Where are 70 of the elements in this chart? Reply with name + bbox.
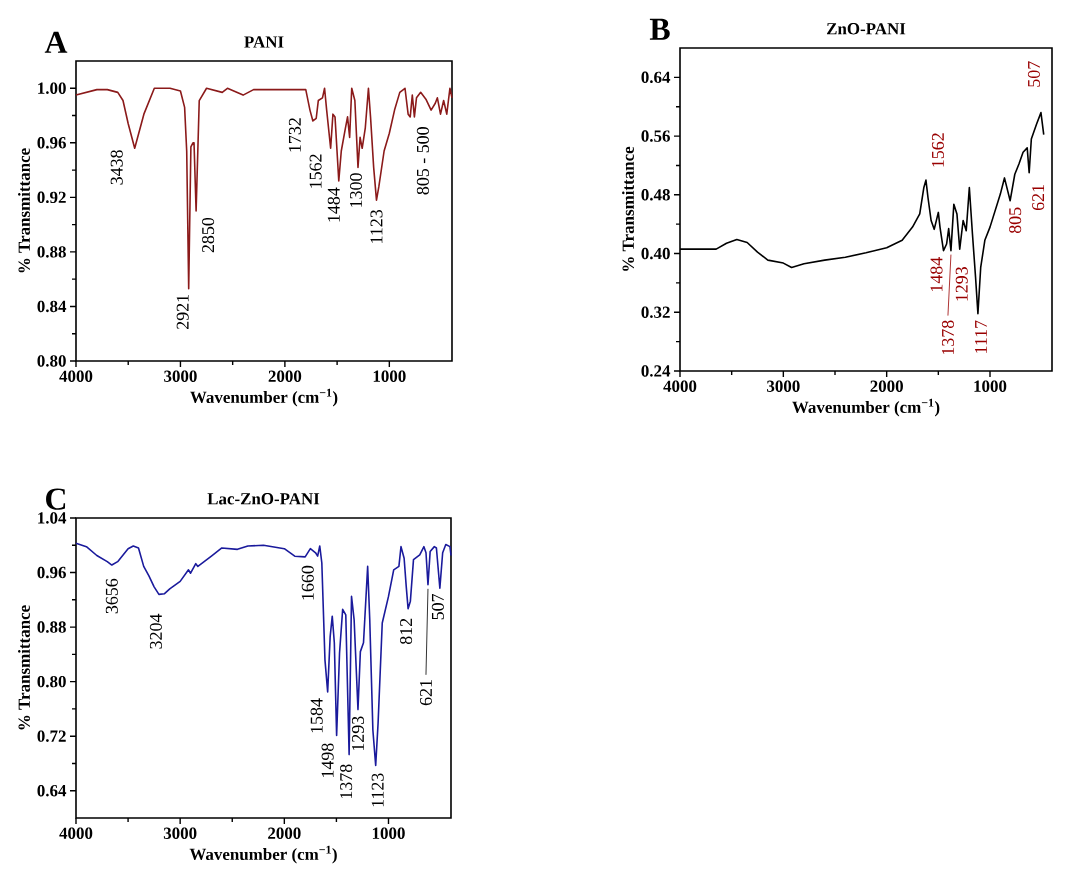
- annotation: 1484: [930, 257, 943, 292]
- y-tick-label: 0.96: [37, 566, 66, 579]
- annotation: 1300: [349, 173, 363, 207]
- x-tick-label: 4000: [59, 370, 93, 382]
- annotation: 1123: [371, 773, 384, 807]
- x-tick-label: 2000: [268, 370, 302, 382]
- y-tick-label: 0.32: [641, 306, 670, 319]
- chart-title: PANI: [244, 36, 284, 48]
- text: A: [44, 31, 68, 53]
- annotation: 1378: [340, 764, 353, 799]
- y-tick-label: 1.00: [38, 82, 66, 95]
- x-tick-label: 2000: [268, 827, 301, 839]
- chart-title: Lac-ZnO-PANI: [207, 493, 320, 505]
- y-tick-label: 0.56: [641, 130, 670, 142]
- annotation: 1732: [288, 118, 301, 152]
- x-tick-label: 3000: [164, 370, 197, 382]
- y-tick-label: 0.72: [37, 730, 66, 742]
- annotation: 1660: [301, 565, 314, 600]
- annotation: 1562: [309, 154, 322, 188]
- annotation: 1498: [321, 743, 334, 777]
- y-axis-title: % Transmittance: [622, 146, 634, 271]
- annotation: 1378: [941, 320, 954, 355]
- y-tick-label: 0.92: [37, 191, 66, 204]
- annotation: 621: [1032, 185, 1045, 211]
- annotation: 2850: [202, 217, 215, 253]
- y-tick-label: 0.84: [37, 300, 67, 313]
- y-tick-label: 0.64: [37, 784, 67, 797]
- annotation: 2921: [176, 295, 189, 329]
- x-tick-label: 1000: [372, 827, 405, 839]
- y-tick-label: 0.80: [37, 675, 66, 688]
- y-axis-title: % Transmittance: [18, 605, 30, 730]
- y-tick-label: 0.96: [37, 137, 66, 149]
- x-tick-label: 4000: [663, 380, 697, 392]
- annotation: 1123: [370, 209, 383, 243]
- y-tick-label: 0.64: [641, 71, 671, 84]
- annotation: 1293: [955, 267, 968, 301]
- y-tick-label: 0.48: [641, 189, 670, 201]
- annotation: 3438: [110, 150, 123, 185]
- y-tick-label: 1.04: [38, 512, 67, 524]
- y-axis-title: % Transmittance: [18, 148, 30, 273]
- chart-title: ZnO-PANI: [826, 23, 906, 35]
- x-axis-title: Wavenumber (cm$^{−1}$): [189, 845, 337, 864]
- y-tick-label: 0.24: [641, 365, 671, 377]
- y-tick-label: 0.88: [37, 246, 66, 258]
- annotation: 3656: [105, 578, 118, 614]
- annotation: 507: [431, 593, 444, 620]
- annotation: 1293: [351, 716, 364, 751]
- annotation: 621: [419, 680, 432, 706]
- annotation: 805: [1009, 207, 1022, 234]
- x-tick-label: 3000: [767, 380, 800, 392]
- x-tick-label: 2000: [870, 380, 903, 392]
- text: B: [649, 18, 670, 40]
- annotation: 805 - 500: [416, 127, 429, 195]
- annotation: 812: [400, 618, 413, 645]
- x-axis-title: Wavenumber (cm$^{−1}$): [792, 398, 940, 417]
- annotation: 1117: [974, 320, 987, 353]
- annotation: 1584: [310, 698, 323, 733]
- x-tick-label: 3000: [163, 827, 197, 839]
- annotation: 1562: [931, 133, 944, 167]
- x-tick-label: 1000: [974, 380, 1007, 392]
- y-tick-label: 0.40: [641, 247, 670, 260]
- annotation: 507: [1027, 61, 1040, 87]
- y-tick-label: 0.80: [37, 355, 66, 367]
- x-tick-label: 4000: [59, 827, 93, 839]
- annotation: 1484: [327, 187, 340, 222]
- x-axis-title: Wavenumber (cm$^{−1}$): [190, 388, 338, 407]
- x-tick-label: 1000: [373, 370, 406, 382]
- annotation: 3204: [149, 613, 162, 649]
- y-tick-label: 0.88: [37, 621, 66, 633]
- text: C: [46, 488, 66, 510]
